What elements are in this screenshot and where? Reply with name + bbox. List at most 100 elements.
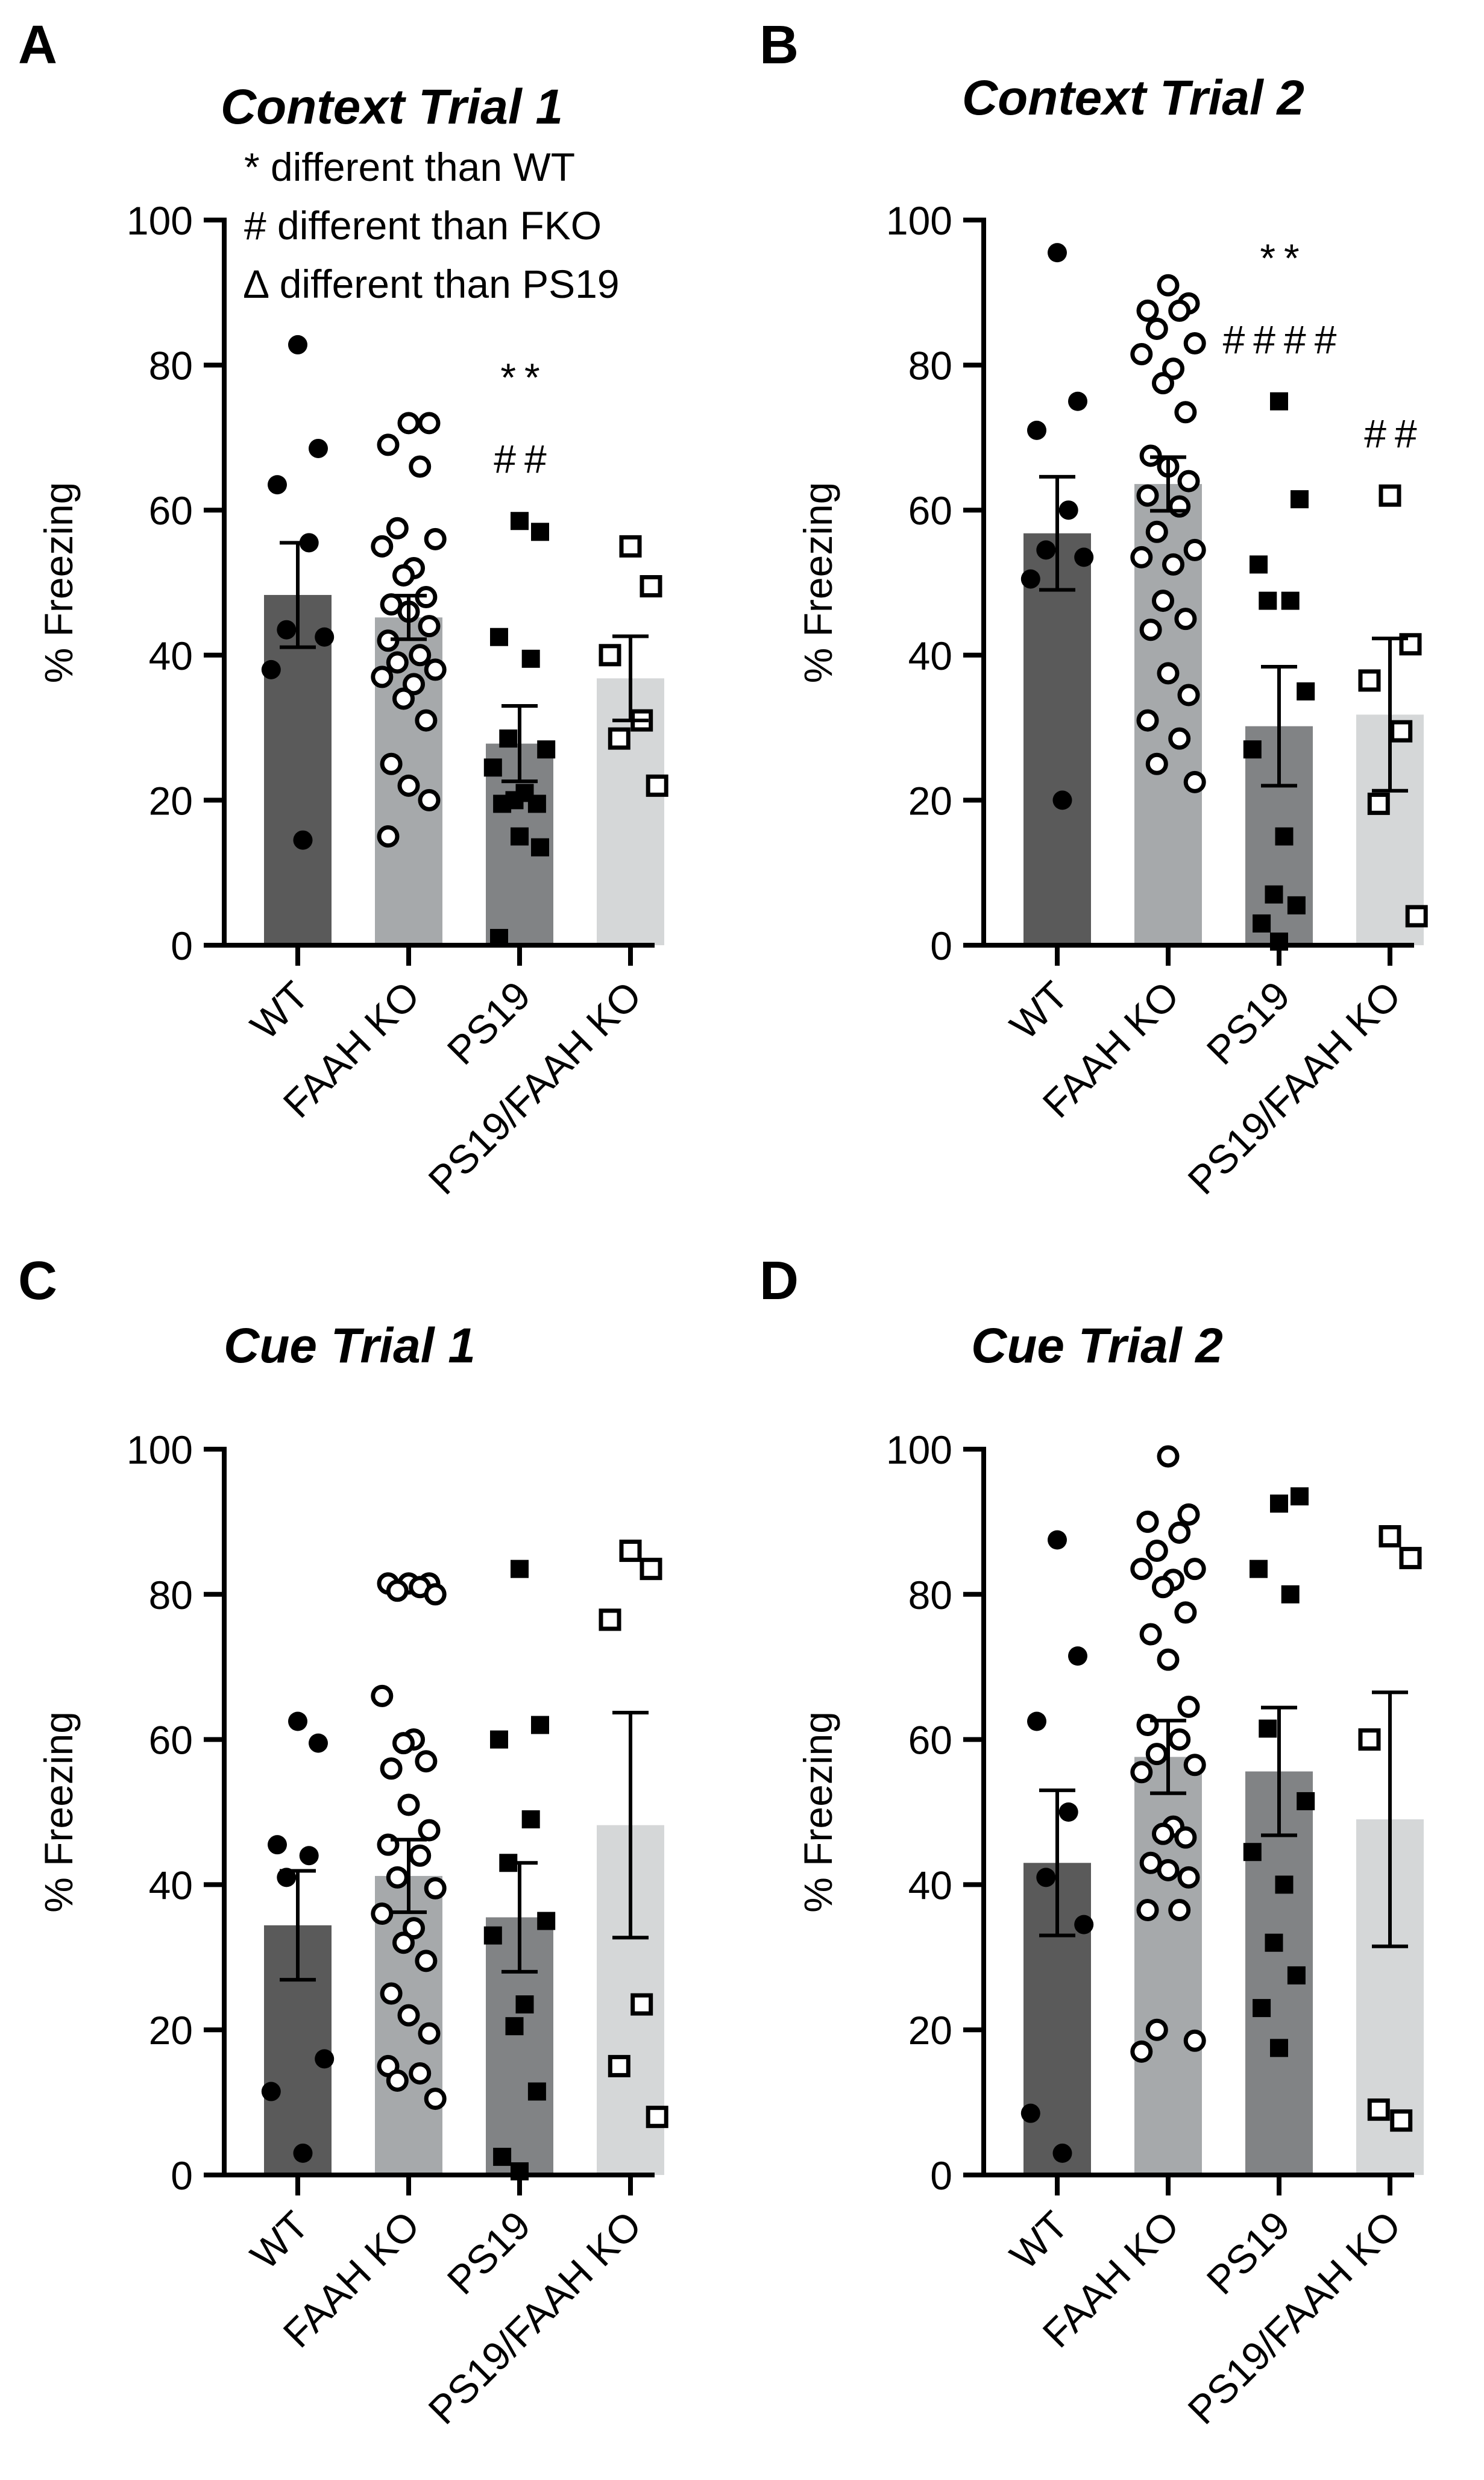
data-point: [1183, 2029, 1206, 2052]
data-point: [1270, 2039, 1288, 2057]
data-point: [1058, 1802, 1078, 1822]
data-point: [1287, 896, 1306, 914]
data-point: [505, 2017, 524, 2036]
data-point: [1052, 790, 1072, 810]
y-tick-label: 20: [908, 778, 952, 823]
data-point: [299, 1846, 319, 1866]
data-point: [1250, 555, 1268, 574]
y-tick-label: 40: [149, 1863, 193, 1907]
data-point: [1174, 1826, 1197, 1849]
category-label: WT: [242, 973, 317, 1048]
y-tick-label: 40: [908, 634, 952, 678]
data-point: [409, 644, 432, 667]
data-point: [386, 1866, 409, 1889]
panel-letter: B: [759, 15, 799, 75]
data-point: [293, 2143, 313, 2163]
data-point: [371, 666, 394, 688]
panel-letter: A: [18, 15, 57, 75]
legend-entry: * different than WT: [244, 145, 575, 189]
data-point: [1157, 274, 1180, 297]
data-point: [1270, 1494, 1288, 1513]
data-point: [493, 2147, 512, 2166]
category-label: PS19: [1198, 973, 1298, 1074]
data-point: [309, 1733, 328, 1753]
y-axis-label: % Freezing: [36, 1711, 81, 1913]
significance-annotation: ####: [1223, 317, 1345, 362]
data-point: [418, 2022, 441, 2045]
data-point: [1157, 662, 1180, 685]
data-point: [1152, 1576, 1174, 1599]
category-label: WT: [1001, 973, 1077, 1048]
data-point: [1136, 1714, 1159, 1737]
data-point: [1130, 1558, 1153, 1581]
bar: [1023, 533, 1091, 945]
y-tick-label: 0: [930, 924, 952, 968]
data-point: [1048, 243, 1067, 263]
data-point: [1281, 591, 1300, 610]
data-point: [1145, 2018, 1168, 2041]
data-point: [521, 649, 540, 668]
data-point: [527, 795, 546, 813]
y-tick-label: 60: [908, 1718, 952, 1763]
significance-annotation: ##: [494, 436, 555, 481]
y-tick-label: 100: [886, 1427, 952, 1472]
data-point: [1136, 709, 1159, 732]
significance-annotation: **: [500, 355, 548, 400]
data-point: [1275, 827, 1294, 846]
data-point: [1265, 1933, 1283, 1952]
category-label: WT: [242, 2203, 317, 2278]
data-point: [397, 412, 420, 435]
data-point: [1136, 299, 1159, 322]
data-point: [1243, 1843, 1262, 1862]
data-point: [1052, 2143, 1072, 2163]
data-point: [261, 659, 281, 679]
data-point: [1074, 547, 1094, 567]
data-point: [1291, 490, 1309, 509]
data-point: [409, 455, 432, 478]
y-tick-label: 0: [171, 2153, 193, 2198]
data-point: [403, 673, 425, 696]
data-point: [646, 2106, 668, 2129]
data-point: [1058, 500, 1078, 520]
data-point: [1168, 1521, 1191, 1544]
data-point: [640, 575, 662, 598]
data-point: [1145, 317, 1168, 340]
data-point: [1152, 590, 1174, 612]
data-point: [261, 2082, 281, 2101]
y-tick-label: 80: [908, 344, 952, 388]
data-point: [1152, 372, 1174, 395]
data-point: [1174, 608, 1197, 631]
data-point: [1297, 682, 1315, 700]
data-point: [418, 1819, 441, 1842]
data-point: [1130, 343, 1153, 366]
data-point: [1020, 2103, 1040, 2123]
data-point: [1367, 792, 1390, 815]
data-point: [409, 1844, 432, 1867]
data-point: [392, 564, 415, 587]
data-point: [511, 512, 529, 530]
data-point: [424, 1583, 447, 1606]
data-point: [531, 1716, 549, 1734]
data-point: [1168, 1899, 1191, 1922]
data-point: [386, 517, 409, 540]
data-point: [268, 475, 287, 495]
data-point: [1183, 332, 1206, 355]
data-point: [1291, 1487, 1309, 1506]
y-tick-label: 60: [908, 488, 952, 533]
data-point: [531, 523, 549, 541]
data-point: [1027, 1711, 1046, 1731]
category-label: PS19: [438, 2203, 539, 2303]
y-axis-label: % Freezing: [796, 1711, 840, 1913]
data-point: [1145, 1540, 1168, 1563]
data-point: [1036, 540, 1056, 560]
data-point: [1270, 392, 1288, 411]
data-point: [1367, 2098, 1390, 2121]
data-point: [386, 651, 409, 674]
data-point: [1068, 391, 1087, 411]
y-tick-label: 80: [149, 344, 193, 388]
data-point: [309, 438, 328, 458]
data-point: [511, 1559, 529, 1578]
legend-entry: # different than FKO: [244, 203, 602, 248]
